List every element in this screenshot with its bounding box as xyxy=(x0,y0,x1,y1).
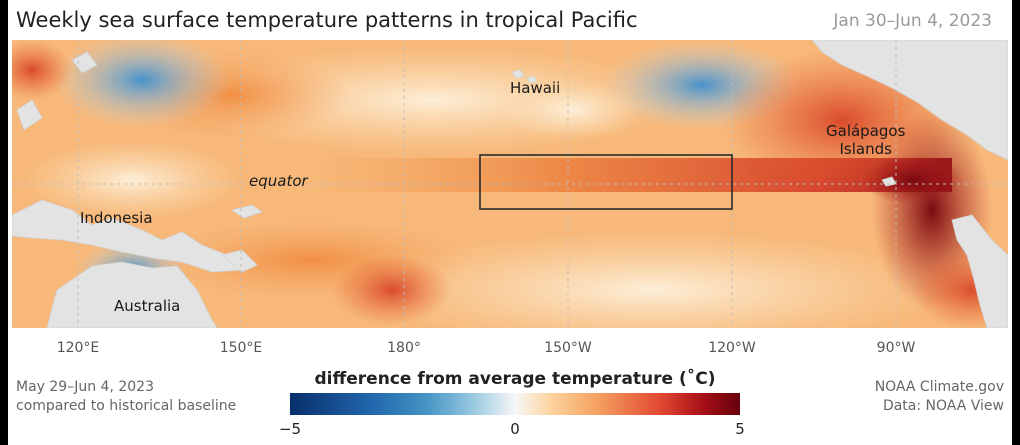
credit-source: NOAA Climate.gov xyxy=(874,379,1004,395)
australia-land xyxy=(46,261,218,328)
map-title: Weekly sea surface temperature patterns … xyxy=(16,8,638,32)
baseline-note: compared to historical baseline xyxy=(16,398,237,414)
date-range: Jan 30–Jun 4, 2023 xyxy=(833,11,992,31)
lon-label-180: 180° xyxy=(387,340,421,356)
lon-label-150e: 150°E xyxy=(219,340,263,356)
left-border xyxy=(0,0,8,445)
galapagos-label: Galápagos Islands xyxy=(826,122,906,158)
color-scale-bar xyxy=(290,393,740,415)
legend-zero-label: 0 xyxy=(510,420,520,438)
right-border xyxy=(1012,0,1020,445)
credit-data: Data: NOAA View xyxy=(882,398,1004,414)
legend-min-label: −5 xyxy=(278,420,302,438)
lon-label-120w: 120°W xyxy=(708,340,756,356)
legend-max-label: 5 xyxy=(735,420,745,438)
north-america-land xyxy=(811,40,1008,161)
indonesia-label: Indonesia xyxy=(80,209,153,227)
credits: NOAA Climate.gov Data: NOAA View xyxy=(875,378,1004,416)
longitude-grid xyxy=(12,40,1008,328)
south-america-land xyxy=(951,214,1008,328)
map-svg xyxy=(12,40,1008,328)
australia-label: Australia xyxy=(114,297,181,315)
period-note: May 29–Jun 4, 2023 compared to historica… xyxy=(16,378,236,416)
sst-anomaly-map xyxy=(12,40,1008,328)
lon-label-150w: 150°W xyxy=(544,340,592,356)
legend-title: difference from average temperature (˚C) xyxy=(314,369,716,389)
equator-label: equator xyxy=(249,172,308,190)
period-dates: May 29–Jun 4, 2023 xyxy=(16,379,154,395)
lon-label-90w: 90°W xyxy=(876,340,916,356)
lon-label-120e: 120°E xyxy=(56,340,100,356)
nino-region-box xyxy=(479,154,733,210)
hawaii-label: Hawaii xyxy=(510,79,561,97)
